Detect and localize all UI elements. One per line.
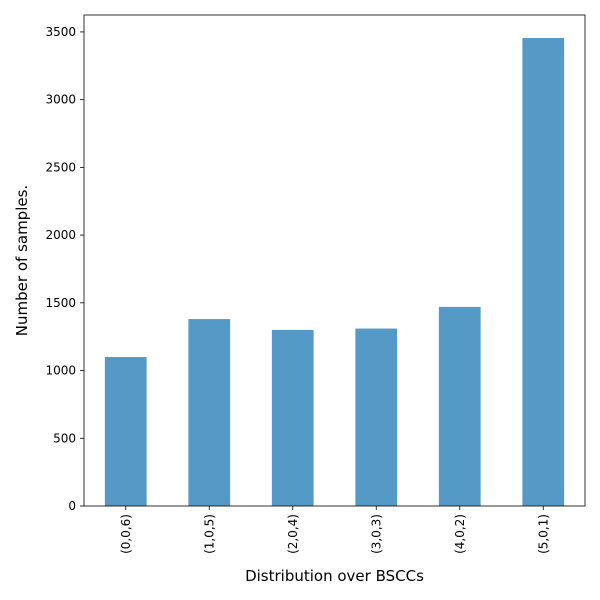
bar-2 [271,329,314,506]
bar-0 [104,357,147,506]
x-tick-label: (1,0,5) [202,514,216,554]
y-tick-label: 2000 [45,228,76,242]
y-tick-label: 2500 [45,160,76,174]
y-tick-label: 500 [53,431,76,445]
bars-group [104,38,565,506]
y-tick-label: 1000 [45,364,76,378]
x-tick-label: (0,0,6) [119,514,133,554]
y-tick-label: 3500 [45,25,76,39]
x-axis-label: Distribution over BSCCs [245,567,424,585]
plot-frame [83,14,586,507]
bar-4 [438,306,481,506]
y-axis: 0 500 1000 1500 2000 2500 3000 3500 [45,25,84,513]
bar-5 [522,38,565,506]
x-axis: (0,0,6) (1,0,5) (2,0,4) (3,0,3) (4,0,2) (5,0,… [119,506,550,554]
bar-3 [355,328,398,506]
y-tick-label: 0 [68,499,76,513]
x-tick-label: (5,0,1) [536,514,550,554]
x-tick-label: (4,0,2) [453,514,467,554]
y-tick-label: 3000 [45,93,76,107]
x-tick-label: (2,0,4) [286,514,300,554]
x-tick-label: (3,0,3) [369,514,383,554]
y-axis-label: Number of samples. [13,185,31,336]
y-tick-label: 1500 [45,296,76,310]
bar-1 [188,319,231,506]
